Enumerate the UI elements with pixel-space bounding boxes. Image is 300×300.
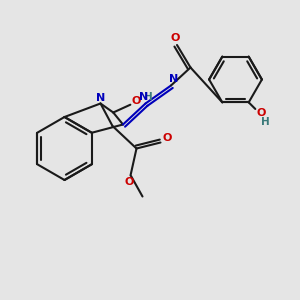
Text: N: N <box>96 93 105 103</box>
Text: N: N <box>169 74 178 85</box>
Text: O: O <box>162 133 172 143</box>
Text: H: H <box>261 117 270 127</box>
Text: O: O <box>171 33 180 43</box>
Text: N: N <box>140 92 148 103</box>
Text: H: H <box>144 92 153 102</box>
Text: O: O <box>256 108 266 118</box>
Text: O: O <box>124 177 134 187</box>
Text: O: O <box>132 96 141 106</box>
